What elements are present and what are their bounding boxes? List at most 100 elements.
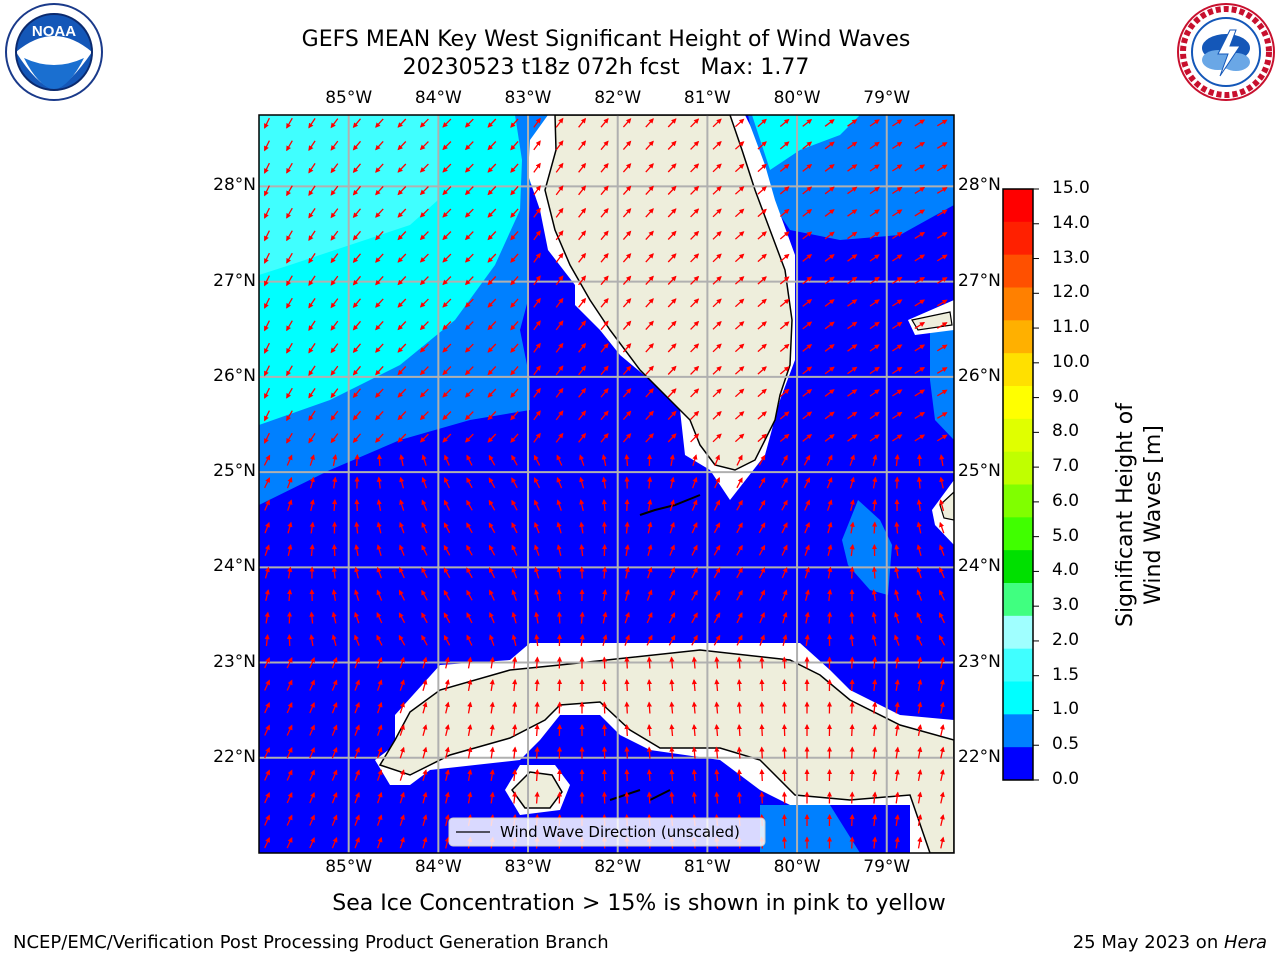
wave-direction-arrow <box>510 365 519 376</box>
wave-direction-arrow <box>331 679 338 691</box>
wave-direction-arrow <box>464 253 474 263</box>
wave-direction-arrow <box>376 612 383 624</box>
wave-direction-arrow <box>466 499 473 511</box>
wave-direction-arrow <box>421 544 428 556</box>
wave-direction-arrow <box>534 701 540 714</box>
wave-direction-arrow <box>827 611 833 624</box>
wave-direction-arrow <box>331 791 338 804</box>
wave-direction-arrow <box>914 209 926 217</box>
lon-tick-label-top: 84°W <box>414 88 462 108</box>
wave-direction-arrow <box>578 320 587 331</box>
wave-direction-arrow <box>690 433 700 443</box>
wave-direction-arrow <box>464 388 474 398</box>
wave-direction-arrow <box>624 746 630 759</box>
wave-direction-arrow <box>936 164 948 172</box>
wave-direction-arrow <box>331 769 338 781</box>
wave-direction-arrow <box>467 656 473 669</box>
wave-direction-arrow <box>487 321 497 331</box>
wave-direction-arrow <box>398 589 406 601</box>
wave-direction-arrow <box>419 343 429 353</box>
wave-direction-arrow <box>286 342 293 354</box>
wave-direction-arrow <box>894 453 900 467</box>
wave-direction-arrow <box>533 185 541 196</box>
wave-direction-arrow <box>622 230 632 241</box>
wave-direction-arrow <box>286 476 293 489</box>
wave-direction-arrow <box>510 433 519 443</box>
lat-tick-label-left: 23°N <box>213 651 256 672</box>
wave-direction-arrow <box>422 836 428 849</box>
wave-direction-arrow <box>510 320 519 331</box>
wave-direction-arrow <box>869 141 880 150</box>
colorbar-swatch <box>1003 287 1033 321</box>
wave-direction-arrow <box>602 634 608 646</box>
wave-direction-arrow <box>622 410 632 421</box>
wave-direction-arrow <box>488 499 496 511</box>
wave-direction-arrow <box>827 544 833 556</box>
wave-direction-arrow <box>330 230 339 241</box>
wave-direction-arrow <box>757 253 767 263</box>
wave-direction-arrow <box>376 476 382 489</box>
wave-direction-arrow <box>533 275 541 286</box>
wave-direction-arrow <box>308 433 316 444</box>
wave-direction-arrow <box>534 566 540 579</box>
wave-direction-arrow <box>759 746 765 759</box>
wave-direction-arrow <box>758 477 766 489</box>
wave-direction-arrow <box>804 589 810 601</box>
wave-direction-arrow <box>939 567 945 579</box>
wave-direction-arrow <box>939 814 945 827</box>
colorbar-swatch <box>1003 648 1033 682</box>
colorbar-swatch <box>1003 451 1033 485</box>
wave-direction-arrow <box>849 813 855 827</box>
wave-direction-arrow <box>464 366 474 376</box>
wave-direction-arrow <box>579 476 585 489</box>
wave-direction-arrow <box>309 611 315 624</box>
wave-direction-arrow <box>939 724 945 737</box>
colorbar-tick-label: 12.0 <box>1052 282 1090 303</box>
wave-direction-arrow <box>264 814 270 826</box>
wave-direction-arrow <box>286 365 293 377</box>
wave-direction-arrow <box>690 275 700 285</box>
wave-direction-arrow <box>330 298 339 309</box>
wave-direction-arrow <box>286 117 293 129</box>
colorbar-tick-label: 0.5 <box>1052 734 1080 755</box>
wave-direction-arrow <box>914 232 926 239</box>
wave-direction-arrow <box>691 768 697 782</box>
lat-tick-label-right: 28°N <box>958 175 1001 196</box>
wave-direction-arrow <box>309 476 315 489</box>
wave-direction-arrow <box>512 701 518 714</box>
wave-direction-arrow <box>309 837 315 849</box>
wave-direction-arrow <box>442 321 452 331</box>
wave-direction-arrow <box>375 388 384 398</box>
wave-direction-arrow <box>872 701 878 714</box>
wave-direction-arrow <box>826 454 833 466</box>
wave-direction-arrow <box>264 589 270 602</box>
wave-direction-arrow <box>647 566 653 579</box>
wave-direction-arrow <box>555 320 564 331</box>
wave-direction-arrow <box>422 746 428 759</box>
wave-direction-arrow <box>419 186 429 196</box>
colorbar-swatch <box>1003 254 1033 288</box>
wave-direction-arrow <box>533 230 541 241</box>
colorbar-tick-label: 3.0 <box>1052 595 1080 616</box>
wave-direction-arrow <box>264 747 270 759</box>
wave-direction-arrow <box>669 544 675 556</box>
wave-direction-arrow <box>622 275 632 286</box>
wave-direction-arrow <box>847 231 858 240</box>
wave-direction-arrow <box>669 746 675 759</box>
colorbar-tick-label: 1.0 <box>1052 699 1080 720</box>
wave-direction-arrow <box>871 521 878 534</box>
wave-direction-arrow <box>802 141 813 150</box>
wave-direction-arrow <box>487 298 497 308</box>
wave-direction-arrow <box>872 678 878 692</box>
wave-direction-arrow <box>736 768 742 782</box>
wave-direction-arrow <box>376 746 383 759</box>
wave-direction-arrow <box>308 140 316 151</box>
noaa-logo: NOAA <box>5 3 103 101</box>
wave-direction-arrow <box>330 275 339 286</box>
wave-direction-arrow <box>667 365 677 375</box>
wave-direction-arrow <box>352 140 361 151</box>
colorbar-swatch <box>1003 353 1033 387</box>
wave-direction-arrow <box>421 634 428 646</box>
wave-direction-arrow <box>714 723 720 737</box>
wave-direction-arrow <box>354 498 360 512</box>
